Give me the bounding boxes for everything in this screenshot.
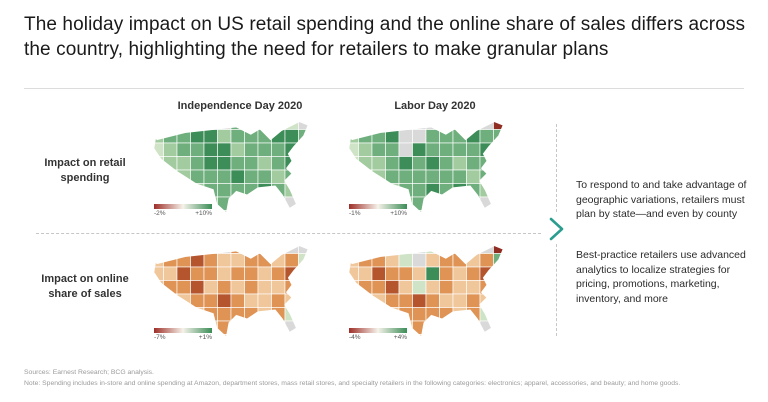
footer-note: Note: Spending includes in-store and onl… xyxy=(24,379,681,387)
choropleth-laborday-retail: -1% +10% xyxy=(345,116,525,246)
map-legend: -2% +10% xyxy=(154,204,212,217)
footer: Sources: Earnest Research; BCG analysis.… xyxy=(24,368,754,389)
legend-min-label: -1% xyxy=(349,210,361,217)
vertical-divider-dashed-top xyxy=(556,124,557,212)
legend-max-label: +1% xyxy=(198,334,212,341)
choropleth-laborday-online: -4% +4% xyxy=(345,240,525,370)
legend-min-label: -4% xyxy=(349,334,361,341)
map-legend: -1% +10% xyxy=(349,204,407,217)
page-title: The holiday impact on US retail spending… xyxy=(24,14,746,61)
row-label-online-share: Impact on online share of sales xyxy=(41,273,129,300)
legend-gradient-bar xyxy=(349,328,407,333)
legend-min-label: -7% xyxy=(154,334,166,341)
legend-max-label: +10% xyxy=(390,210,407,217)
legend-gradient-bar xyxy=(349,204,407,209)
legend-gradient-bar xyxy=(154,328,212,333)
us-map-laborday-online xyxy=(345,240,525,348)
legend-gradient-bar xyxy=(154,204,212,209)
map-legend: -7% +1% xyxy=(154,328,212,341)
chevron-right-icon xyxy=(548,216,566,242)
row-label-retail-spending: Impact on retail spending xyxy=(44,157,126,184)
column-header-labor-day: Labor Day 2020 xyxy=(394,100,476,112)
vertical-divider-dashed-bottom xyxy=(556,244,557,336)
title-divider xyxy=(24,88,744,89)
us-map-independence-online xyxy=(150,240,330,348)
column-header-independence-day: Independence Day 2020 xyxy=(177,100,303,112)
footer-sources: Sources: Earnest Research; BCG analysis. xyxy=(24,369,154,376)
legend-min-label: -2% xyxy=(154,210,166,217)
insight-paragraph-1: To respond to and take advantage of geog… xyxy=(576,179,747,221)
choropleth-independence-online: -7% +1% xyxy=(150,240,330,370)
row-divider-dashed xyxy=(36,233,541,234)
legend-max-label: +4% xyxy=(393,334,407,341)
map-legend: -4% +4% xyxy=(349,328,407,341)
legend-max-label: +10% xyxy=(195,210,212,217)
choropleth-independence-retail: -2% +10% xyxy=(150,116,330,246)
insight-paragraph-2: Best-practice retailers use advanced ana… xyxy=(576,249,746,306)
us-map-independence-retail xyxy=(150,116,330,224)
